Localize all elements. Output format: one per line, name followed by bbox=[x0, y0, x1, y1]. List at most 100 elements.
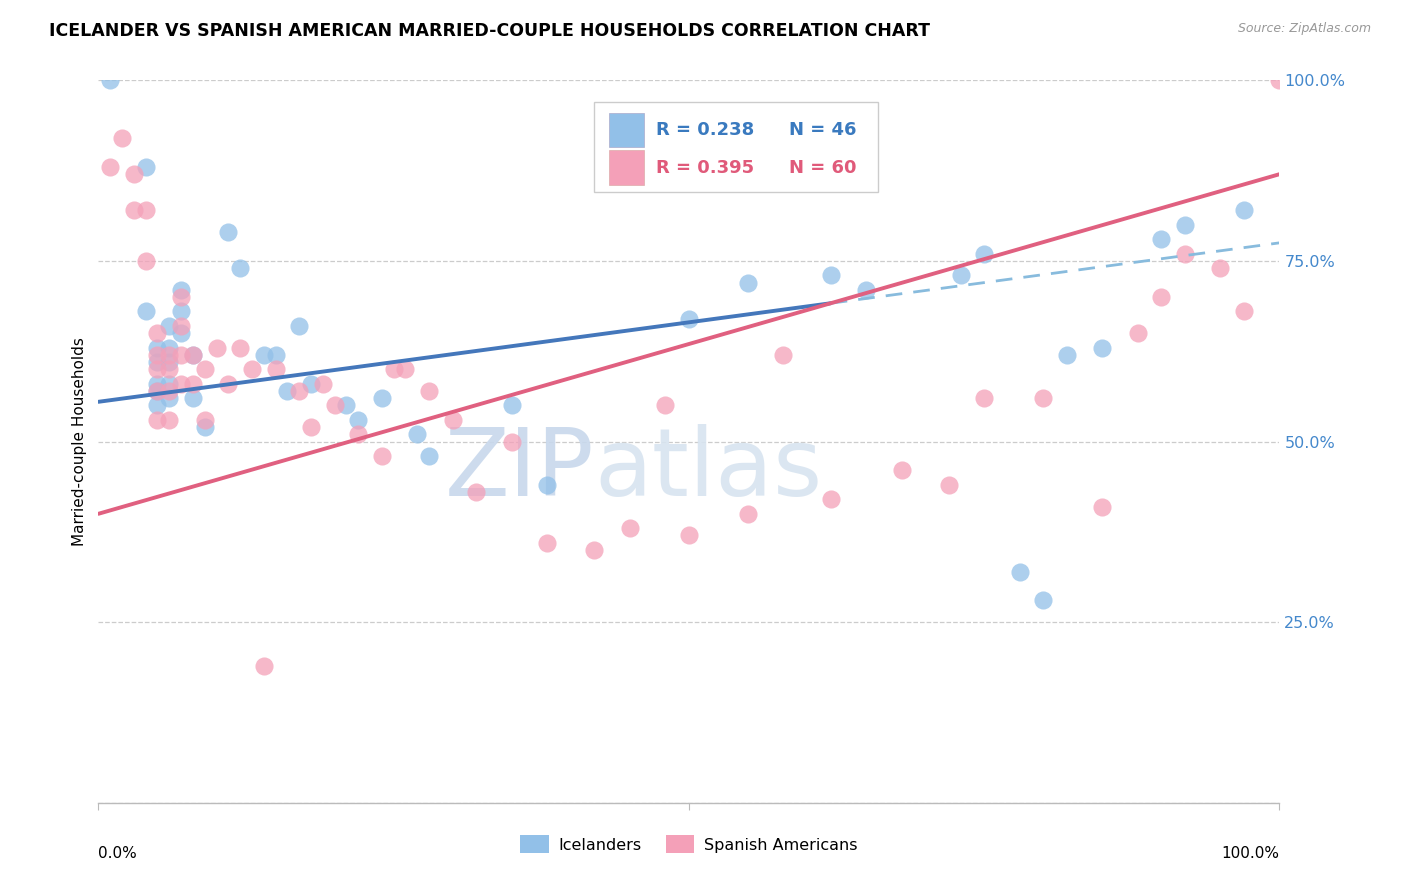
Point bbox=[253, 348, 276, 362]
Point bbox=[312, 376, 335, 391]
Point bbox=[157, 341, 180, 355]
Point bbox=[98, 160, 121, 174]
Point bbox=[181, 391, 204, 405]
Point bbox=[146, 348, 169, 362]
Point bbox=[288, 384, 311, 398]
Point bbox=[1268, 73, 1291, 87]
Point bbox=[465, 485, 488, 500]
Point bbox=[276, 384, 298, 398]
Legend: Icelanders, Spanish Americans: Icelanders, Spanish Americans bbox=[515, 829, 863, 860]
Point bbox=[1126, 326, 1149, 340]
Point bbox=[1150, 232, 1173, 246]
Text: atlas: atlas bbox=[595, 425, 823, 516]
Point bbox=[737, 276, 759, 290]
Text: R = 0.238: R = 0.238 bbox=[655, 121, 754, 139]
Point bbox=[536, 478, 558, 492]
Point bbox=[299, 376, 322, 391]
Point bbox=[938, 478, 960, 492]
Point bbox=[1032, 391, 1054, 405]
Point bbox=[170, 304, 193, 318]
Point bbox=[678, 528, 700, 542]
Point bbox=[170, 376, 193, 391]
Point bbox=[146, 355, 169, 369]
Text: ICELANDER VS SPANISH AMERICAN MARRIED-COUPLE HOUSEHOLDS CORRELATION CHART: ICELANDER VS SPANISH AMERICAN MARRIED-CO… bbox=[49, 22, 931, 40]
Text: N = 60: N = 60 bbox=[789, 159, 856, 177]
Point bbox=[678, 311, 700, 326]
Point bbox=[146, 384, 169, 398]
Point bbox=[157, 355, 180, 369]
Point bbox=[737, 507, 759, 521]
Point bbox=[217, 376, 239, 391]
Text: Source: ZipAtlas.com: Source: ZipAtlas.com bbox=[1237, 22, 1371, 36]
Point bbox=[323, 398, 346, 412]
Point bbox=[1233, 203, 1256, 218]
Point bbox=[1091, 341, 1114, 355]
Point bbox=[240, 362, 263, 376]
Point bbox=[1032, 593, 1054, 607]
Point bbox=[229, 261, 252, 276]
FancyBboxPatch shape bbox=[609, 112, 644, 147]
Point bbox=[973, 391, 995, 405]
Point bbox=[181, 348, 204, 362]
Point bbox=[157, 413, 180, 427]
Point bbox=[654, 398, 676, 412]
Point bbox=[1174, 218, 1197, 232]
Y-axis label: Married-couple Households: Married-couple Households bbox=[72, 337, 87, 546]
Point bbox=[170, 318, 193, 333]
Text: N = 46: N = 46 bbox=[789, 121, 856, 139]
Point bbox=[441, 413, 464, 427]
Point bbox=[855, 283, 877, 297]
Point bbox=[1150, 290, 1173, 304]
Point bbox=[146, 384, 169, 398]
Point bbox=[536, 535, 558, 549]
Point bbox=[194, 420, 217, 434]
Point bbox=[299, 420, 322, 434]
Point bbox=[347, 427, 370, 442]
Point bbox=[335, 398, 357, 412]
Point bbox=[1008, 565, 1031, 579]
Point bbox=[288, 318, 311, 333]
Point bbox=[157, 384, 180, 398]
Point bbox=[98, 73, 121, 87]
Point bbox=[1091, 500, 1114, 514]
Point bbox=[1056, 348, 1078, 362]
Point bbox=[583, 542, 606, 557]
Point bbox=[418, 449, 440, 463]
Point bbox=[157, 348, 180, 362]
Point bbox=[890, 463, 912, 477]
Point bbox=[264, 362, 287, 376]
Point bbox=[394, 362, 416, 376]
Point bbox=[135, 203, 157, 218]
Text: 100.0%: 100.0% bbox=[1222, 847, 1279, 861]
Point bbox=[135, 304, 157, 318]
Point bbox=[146, 326, 169, 340]
Point bbox=[135, 253, 157, 268]
Point bbox=[170, 326, 193, 340]
Point bbox=[146, 398, 169, 412]
Point bbox=[229, 341, 252, 355]
Point bbox=[1233, 304, 1256, 318]
FancyBboxPatch shape bbox=[609, 151, 644, 185]
Point bbox=[146, 413, 169, 427]
Point bbox=[406, 427, 429, 442]
Point bbox=[1209, 261, 1232, 276]
Point bbox=[205, 341, 228, 355]
Point bbox=[135, 160, 157, 174]
Point bbox=[501, 434, 523, 449]
Point bbox=[347, 413, 370, 427]
Point bbox=[122, 167, 145, 181]
Point bbox=[122, 203, 145, 218]
Text: ZIP: ZIP bbox=[444, 425, 595, 516]
Point bbox=[170, 283, 193, 297]
Point bbox=[264, 348, 287, 362]
Point bbox=[157, 362, 180, 376]
Point bbox=[217, 225, 239, 239]
Point bbox=[949, 268, 972, 283]
FancyBboxPatch shape bbox=[595, 102, 877, 193]
Point bbox=[371, 449, 394, 463]
Point bbox=[157, 391, 180, 405]
Text: R = 0.395: R = 0.395 bbox=[655, 159, 754, 177]
Point bbox=[418, 384, 440, 398]
Point bbox=[371, 391, 394, 405]
Point bbox=[146, 376, 169, 391]
